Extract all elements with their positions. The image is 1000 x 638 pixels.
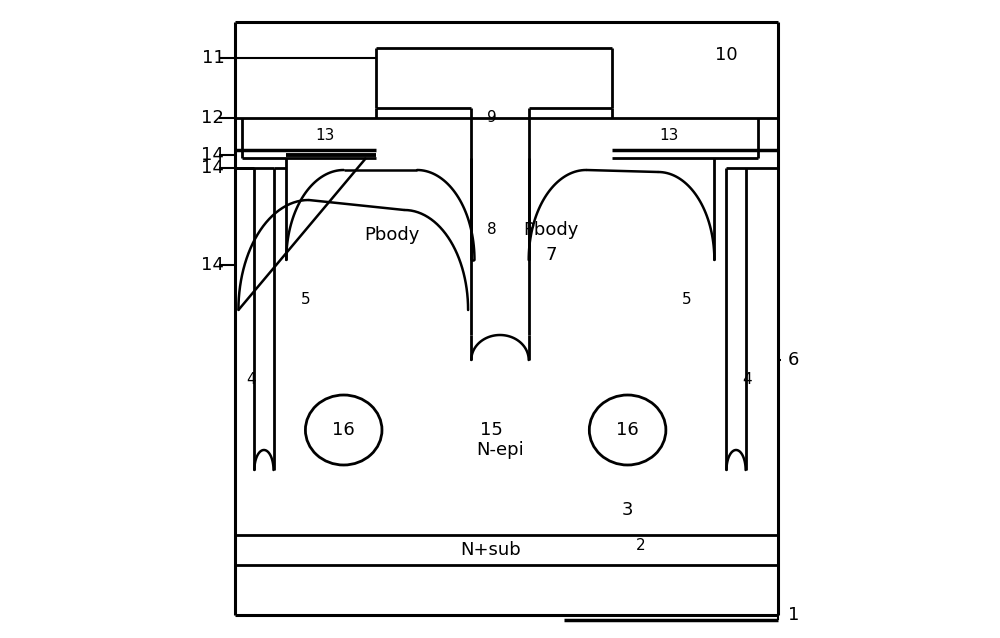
Text: N-epi: N-epi xyxy=(476,441,524,459)
Text: 4: 4 xyxy=(743,373,752,387)
Text: 13: 13 xyxy=(659,128,679,142)
Text: 14: 14 xyxy=(201,256,224,274)
Text: 6: 6 xyxy=(788,351,799,369)
Text: 5: 5 xyxy=(682,292,692,308)
Text: 13: 13 xyxy=(315,128,334,142)
Text: 15: 15 xyxy=(480,421,503,439)
Text: 11: 11 xyxy=(202,49,224,67)
Text: 16: 16 xyxy=(616,421,639,439)
Text: N+sub: N+sub xyxy=(460,541,521,559)
Text: 14: 14 xyxy=(201,146,224,164)
Text: 12: 12 xyxy=(201,109,224,127)
Text: 14: 14 xyxy=(201,159,224,177)
Text: 16: 16 xyxy=(332,421,355,439)
Text: 7: 7 xyxy=(545,246,557,264)
Text: 4: 4 xyxy=(246,373,256,387)
Text: 2: 2 xyxy=(636,537,645,553)
Text: 10: 10 xyxy=(715,46,738,64)
Text: 3: 3 xyxy=(622,501,633,519)
Text: Pbody: Pbody xyxy=(364,226,419,244)
Text: 1: 1 xyxy=(788,606,799,624)
Text: Pbody: Pbody xyxy=(523,221,579,239)
Text: 9: 9 xyxy=(487,110,497,126)
Text: 5: 5 xyxy=(301,292,310,308)
Text: 8: 8 xyxy=(487,223,497,237)
